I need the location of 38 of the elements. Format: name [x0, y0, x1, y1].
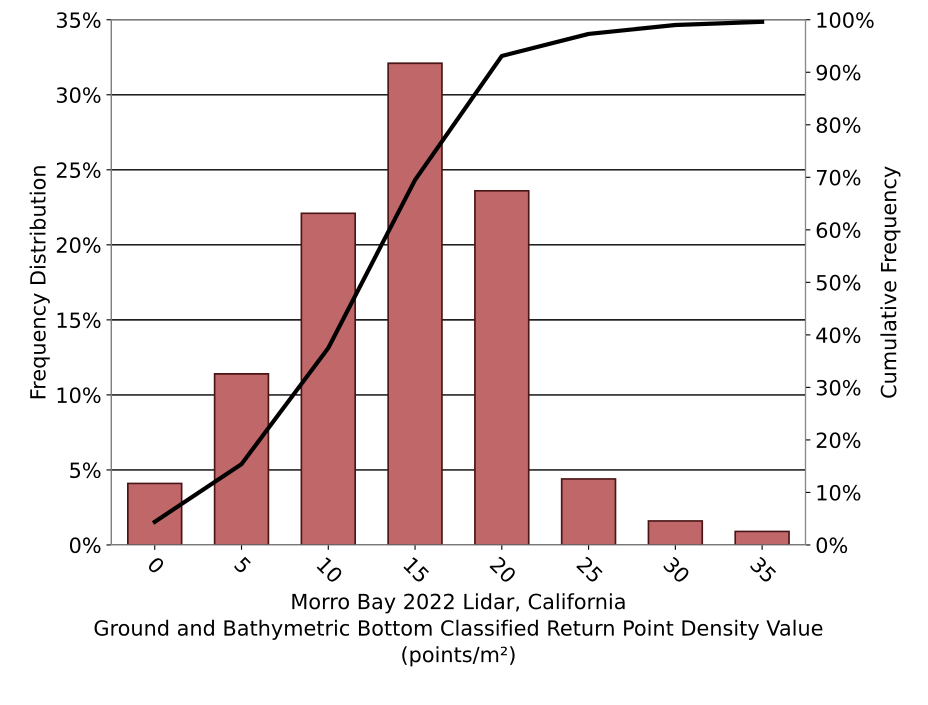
x-tick-label: 10 [316, 556, 344, 584]
bar [560, 478, 616, 545]
y2-tick-label: 80% [816, 117, 860, 133]
bar [300, 212, 356, 545]
y-tick-label: 0% [70, 537, 100, 554]
y2-tick-label: 70% [816, 170, 860, 186]
y2-tick-label: 100% [818, 12, 874, 28]
x-tick-label: 15 [403, 556, 430, 584]
bar [214, 373, 270, 545]
bar [474, 190, 530, 545]
y-tick-label: 25% [56, 162, 100, 178]
x-tick-label: 20 [489, 556, 518, 584]
y2-tick-label: 0% [816, 537, 848, 554]
y-tick-label: 10% [58, 387, 100, 404]
y2-tick-label: 60% [816, 222, 860, 238]
y-tick-label: 5% [70, 462, 100, 478]
x-tick-label: 5 [234, 556, 252, 574]
x-tick-label: 25 [576, 556, 604, 584]
bar [648, 520, 704, 545]
y-tick-label: 30% [56, 87, 100, 103]
y2-axis-title: Cumulative Frequency [880, 166, 901, 398]
y-tick-label: 35% [56, 12, 100, 28]
y2-tick-label: 40% [816, 327, 860, 344]
y2-tick-label: 20% [816, 432, 860, 448]
x-tick-label: 35 [750, 556, 778, 584]
bar [127, 482, 182, 545]
y-tick-label: 15% [58, 312, 100, 328]
y2-tick-label: 30% [816, 380, 860, 396]
bar [387, 62, 443, 545]
x-axis-title: Morro Bay 2022 Lidar, California Ground and Bathymetric Bottom Classified Return Point Density Value (points/m²) [94, 593, 822, 666]
y-axis-title: Frequency Distribution [30, 166, 50, 398]
bar [734, 530, 790, 545]
y2-tick-label: 90% [816, 64, 860, 80]
y2-tick-label: 50% [816, 274, 860, 291]
y2-tick-label: 10% [818, 484, 860, 501]
x-tick-label: 30 [662, 556, 691, 584]
y-tick-label: 20% [56, 237, 100, 254]
x-tick-label: 0 [146, 556, 166, 574]
